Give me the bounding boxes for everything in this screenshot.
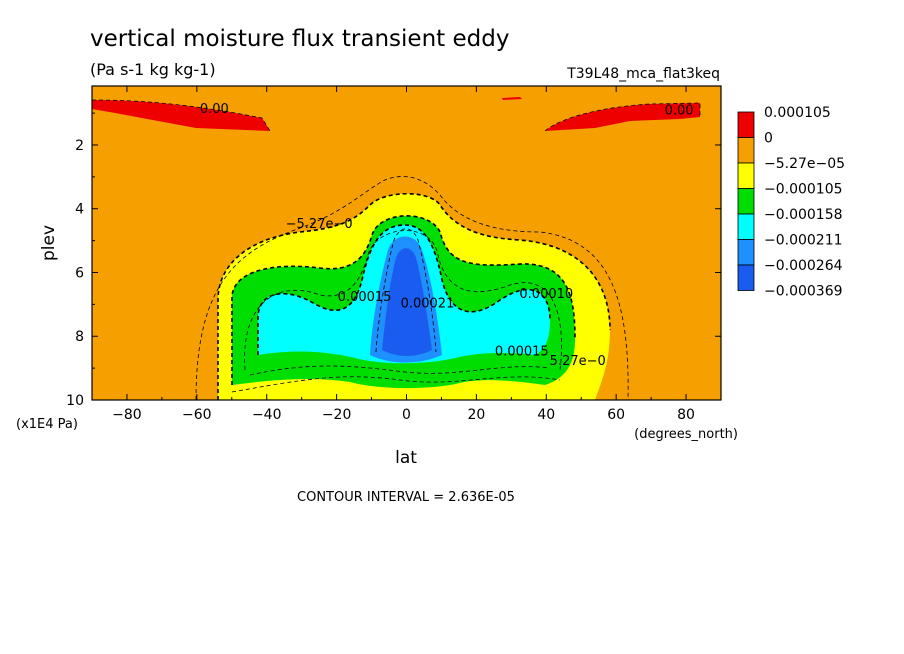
colorbar-label: −0.000211 — [764, 233, 843, 249]
y-tick-label: 2 — [75, 138, 84, 154]
contour-label: 0.00010 — [519, 287, 573, 302]
contour-label: −5.27e−0 — [286, 217, 353, 232]
contour-line-red-right — [544, 102, 701, 132]
contour-line-bottom-2 — [249, 365, 551, 376]
x-tick-label: −80 — [112, 407, 142, 423]
contour-label: 0.00 — [665, 104, 694, 119]
contour-label: 0.00015 — [338, 290, 392, 305]
colorbar-swatch — [737, 239, 755, 266]
fill-level-0-left-strip — [92, 100, 270, 131]
colorbar-label: 0 — [764, 131, 773, 147]
chart-title: vertical moisture flux transient eddy — [90, 26, 509, 52]
contour-interval-note: CONTOUR INTERVAL = 2.636E-05 — [297, 490, 515, 505]
colorbar-label: −5.27e−05 — [764, 156, 845, 172]
x-tick-label: 80 — [677, 407, 695, 423]
x-tick-label: −20 — [322, 407, 352, 423]
x-tick-label: 0 — [402, 407, 411, 423]
x-axis: −80 −60 −40 −20 0 20 40 60 80 — [91, 86, 722, 423]
contour-line-yellow-edge — [217, 192, 611, 400]
contour-line-green-edge — [231, 215, 576, 385]
y-axis-units: (x1E4 Pa) — [16, 417, 78, 432]
colorbar-label: −0.000105 — [764, 182, 843, 198]
colorbar-swatch — [737, 137, 755, 164]
contour-line-core — [375, 228, 437, 353]
colorbar-label: −0.000264 — [764, 258, 843, 274]
colorbar-swatch — [737, 162, 755, 189]
colorbar-label: −0.000369 — [764, 284, 843, 300]
x-axis-label: lat — [395, 448, 417, 468]
contour-line-bottom-1 — [231, 376, 561, 393]
contour-label: 5.27e−0 — [550, 354, 606, 369]
contour-labels: 0.00 0.00 −5.27e−0 0.00015 0.00021 0.00010 0.0… — [200, 102, 694, 369]
x-tick-label: −60 — [182, 407, 212, 423]
contour-line-outer — [195, 176, 629, 400]
colorbar-label: −0.000158 — [764, 207, 843, 223]
colorbar-label: 0.000105 — [764, 105, 831, 121]
contour-lines — [92, 99, 701, 400]
fill-level-0-right-strip — [545, 103, 700, 131]
chart-units: (Pa s-1 kg kg-1) — [90, 60, 216, 79]
dataset-label: T39L48_mca_flat3keq — [566, 66, 720, 82]
y-tick-label: 10 — [66, 393, 84, 409]
contour-line-cyan-edge — [257, 224, 551, 355]
contour-line-inner — [244, 230, 562, 371]
y-tick-label: 6 — [75, 265, 84, 281]
y-tick-label: 4 — [75, 202, 84, 218]
x-tick-label: 40 — [537, 407, 555, 423]
fill-level-0-tiny-patch — [502, 97, 522, 100]
colorbar-swatch — [737, 264, 755, 291]
y-tick-label: 8 — [75, 329, 84, 345]
y-axis-label: plev — [39, 225, 59, 261]
y-axis: 2 4 6 8 10 — [66, 112, 721, 409]
contour-label: 0.00 — [200, 102, 229, 117]
x-tick-label: 20 — [467, 407, 485, 423]
colorbar-swatch — [737, 213, 755, 240]
x-tick-label: −40 — [252, 407, 282, 423]
contour-label: 0.00015 — [495, 344, 549, 359]
fill-level-6 — [382, 248, 432, 356]
x-tick-label: 60 — [607, 407, 625, 423]
x-axis-units: (degrees_north) — [634, 427, 738, 442]
contour-label: 0.00021 — [401, 297, 455, 312]
contour-plot-area: 0.00 0.00 −5.27e−0 0.00015 0.00021 0.00010 0.0… — [92, 86, 721, 400]
colorbar-legend: 0.000105 0 −5.27e−05 −0.000105 −0.000158 −0.0… — [737, 105, 845, 300]
colorbar-swatch — [737, 188, 755, 215]
colorbar-swatch — [737, 111, 755, 138]
contour-line-red-left — [92, 99, 271, 132]
